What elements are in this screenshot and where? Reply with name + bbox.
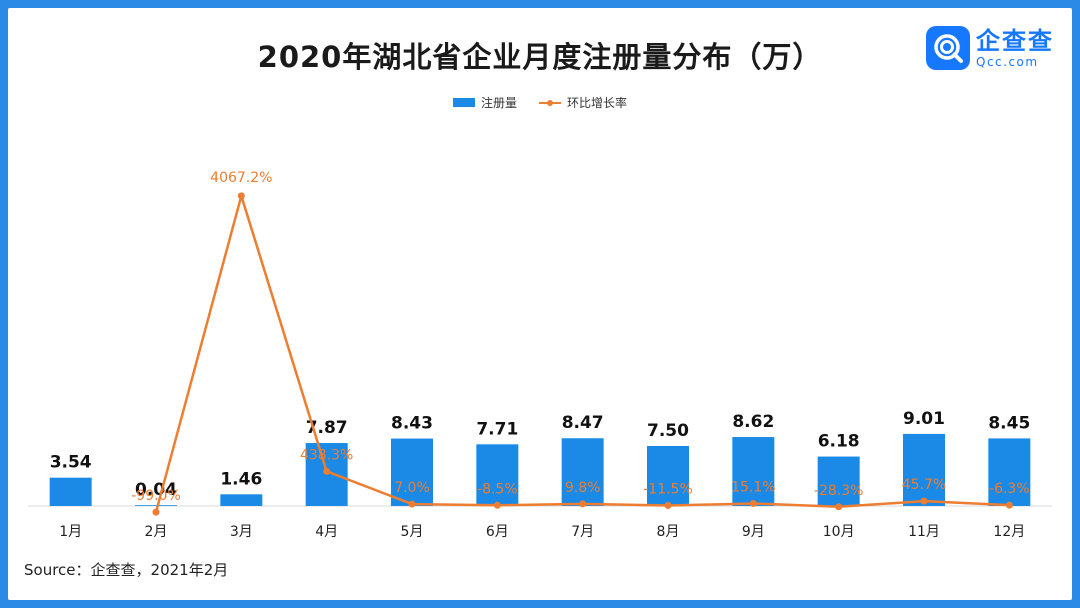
x-tick-label: 12月 xyxy=(993,524,1025,540)
bar-6 xyxy=(476,444,519,506)
growth-rate-point xyxy=(920,497,928,505)
growth-rate-point xyxy=(237,192,245,200)
bar-value-label: 7.87 xyxy=(306,418,348,438)
bar-2 xyxy=(135,505,177,506)
bar-1 xyxy=(49,477,92,506)
growth-rate-label: 438.3% xyxy=(300,447,353,463)
growth-rate-label: -11.5% xyxy=(643,481,693,497)
growth-rate-label: 15.1% xyxy=(731,479,775,495)
brand-logo: 企查查 Qcc.com xyxy=(926,26,1054,70)
bar-5 xyxy=(391,438,433,506)
bar-11 xyxy=(903,433,945,506)
chart-legend: 注册量 环比增长率 xyxy=(8,94,1072,111)
legend-label-line: 环比增长率 xyxy=(567,96,628,110)
bar-value-label: 3.54 xyxy=(50,453,92,473)
x-tick-label: 1月 xyxy=(59,524,82,540)
legend-item-line: 环比增长率 xyxy=(539,94,627,111)
growth-rate-point xyxy=(835,503,843,511)
bar-value-label: 9.01 xyxy=(903,409,945,429)
growth-rate-label: -99.0% xyxy=(131,488,181,504)
x-tick-label: 9月 xyxy=(742,524,765,540)
growth-rate-label: 45.7% xyxy=(902,477,946,493)
growth-rate-point xyxy=(749,499,757,507)
chart-plot: 3.54 1月 0.04 2月 1.46 3月 7.87 4月 8.43 5月 7.71 6月 8.47… xyxy=(28,170,1052,540)
growth-rate-point xyxy=(152,508,160,516)
bar-value-label: 7.50 xyxy=(647,421,689,441)
bar-7 xyxy=(561,438,604,506)
bar-3 xyxy=(220,494,263,506)
legend-line-swatch xyxy=(539,99,561,106)
growth-rate-label: 7.0% xyxy=(394,480,430,496)
bar-12 xyxy=(988,438,1031,506)
bar-value-label: 8.47 xyxy=(562,413,604,433)
growth-rate-label: -6.3% xyxy=(989,481,1030,497)
legend-bar-swatch xyxy=(452,98,475,107)
bar-value-label: 8.43 xyxy=(391,414,433,434)
growth-rate-point xyxy=(1005,501,1013,509)
growth-rate-label: -8.5% xyxy=(477,481,518,497)
x-tick-label: 5月 xyxy=(401,524,424,540)
x-tick-label: 8月 xyxy=(657,524,680,540)
bar-8 xyxy=(647,446,689,506)
growth-rate-point xyxy=(408,500,416,508)
x-tick-label: 7月 xyxy=(571,524,594,540)
bar-value-label: 8.45 xyxy=(988,413,1030,433)
chart-title: 2020年湖北省企业月度注册量分布（万） xyxy=(257,40,823,74)
x-tick-label: 3月 xyxy=(230,524,253,540)
bar-value-label: 8.62 xyxy=(732,412,774,432)
bar-value-label: 0.04 xyxy=(135,480,177,500)
x-tick-label: 6月 xyxy=(486,524,509,540)
logo-domain: Qcc.com xyxy=(976,54,1039,69)
source-note: Source：企查查，2021年2月 xyxy=(24,561,229,579)
q-search-magnifier-icon xyxy=(926,26,970,70)
x-tick-label: 2月 xyxy=(145,524,168,540)
x-tick-label: 11月 xyxy=(908,524,940,540)
bar-value-label: 6.18 xyxy=(818,432,860,452)
chart-card: 2020年湖北省企业月度注册量分布（万） 企查查 Qcc.com 注册量 环比增… xyxy=(8,8,1072,600)
bar-10 xyxy=(817,456,860,506)
x-tick-label: 10月 xyxy=(823,524,855,540)
growth-rate-point xyxy=(323,467,331,475)
bar-9 xyxy=(732,437,775,506)
bar-value-label: 7.71 xyxy=(476,419,518,439)
growth-rate-point xyxy=(664,501,672,509)
legend-item-bars: 注册量 xyxy=(452,94,517,111)
growth-rate-label: -28.3% xyxy=(814,483,864,499)
bar-value-label: 1.46 xyxy=(220,469,262,489)
logo-name: 企查查 xyxy=(976,26,1054,55)
x-tick-label: 4月 xyxy=(315,524,338,540)
growth-rate-point xyxy=(579,500,587,508)
growth-rate-label: 9.8% xyxy=(565,480,601,496)
growth-rate-point xyxy=(493,501,501,509)
growth-rate-label: 4067.2% xyxy=(210,170,272,186)
legend-label-bars: 注册量 xyxy=(480,96,517,110)
